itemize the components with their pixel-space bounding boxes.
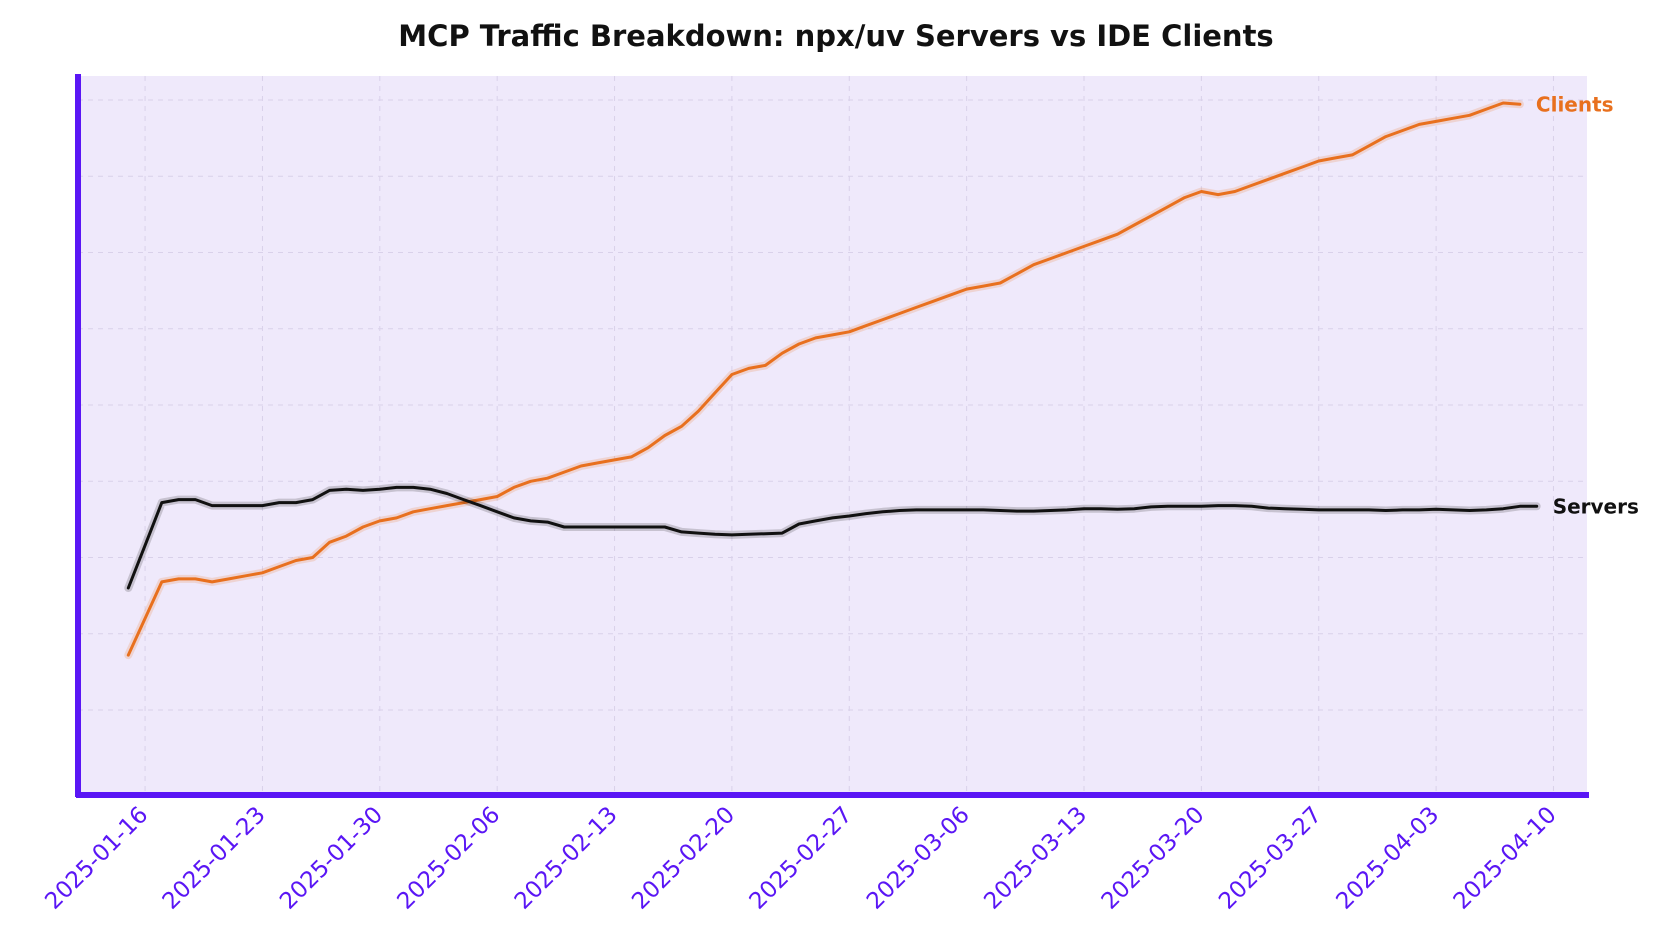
series-line-clients <box>126 101 1522 657</box>
x-tick-label: 2025-02-13 <box>510 802 623 915</box>
series-label-clients: Clients <box>1536 92 1614 116</box>
x-tick-label: 2025-01-16 <box>40 802 153 915</box>
series-line-servers <box>126 485 1539 590</box>
x-tick-label: 2025-03-13 <box>979 802 1092 915</box>
x-tick-label: 2025-01-30 <box>275 802 388 915</box>
x-tick-label: 2025-04-10 <box>1449 802 1562 915</box>
x-tick-label: 2025-02-20 <box>627 802 740 915</box>
x-tick-label: 2025-02-27 <box>745 802 858 915</box>
plot-area <box>78 76 1587 794</box>
x-tick-label: 2025-01-23 <box>158 802 271 915</box>
series-label-servers: Servers <box>1553 494 1639 518</box>
x-tick-labels: 2025-01-16 2025-01-23 2025-01-30 2025-02-06… <box>40 802 1561 915</box>
chart-title: MCP Traffic Breakdown: npx/uv Servers vs… <box>398 19 1273 53</box>
x-tick-label: 2025-04-03 <box>1331 802 1444 915</box>
series-labels: Clients Servers <box>1536 92 1639 518</box>
series-lines <box>124 99 1541 660</box>
x-tick-label: 2025-03-06 <box>862 802 975 915</box>
x-tick-label: 2025-03-27 <box>1214 802 1327 915</box>
grid <box>78 76 1587 794</box>
axes <box>75 74 1589 798</box>
x-tick-label: 2025-03-20 <box>1097 802 1210 915</box>
x-tick-label: 2025-02-06 <box>393 802 506 915</box>
